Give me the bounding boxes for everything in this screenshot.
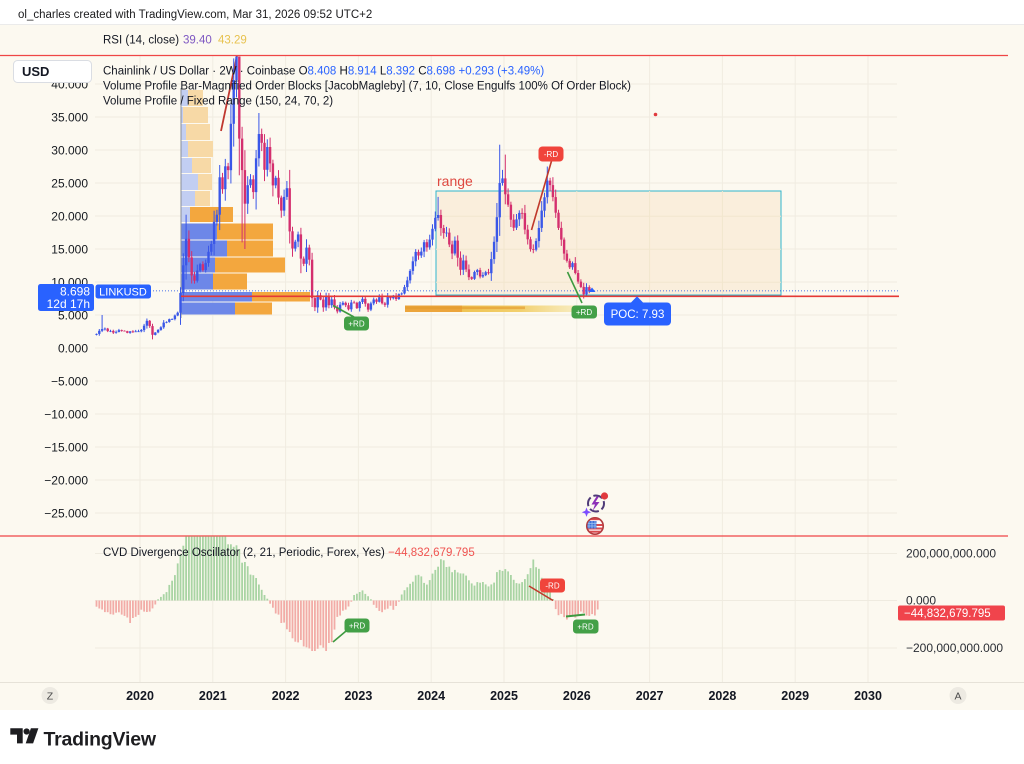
svg-text:8.698: 8.698 xyxy=(60,285,90,299)
svg-text:range: range xyxy=(437,173,473,189)
svg-text:Volume Profile / Fixed Range (: Volume Profile / Fixed Range (150, 24, 7… xyxy=(103,96,333,108)
svg-text:35.000: 35.000 xyxy=(51,111,88,125)
svg-text:2023: 2023 xyxy=(344,689,372,703)
svg-text:200,000,000.000: 200,000,000.000 xyxy=(906,547,996,561)
svg-text:2026: 2026 xyxy=(563,689,591,703)
svg-text:−15.000: −15.000 xyxy=(44,441,88,455)
svg-text:0.000: 0.000 xyxy=(58,342,88,356)
svg-text:2020: 2020 xyxy=(126,689,154,703)
svg-text:2030: 2030 xyxy=(854,689,882,703)
svg-text:POC: 7.93: POC: 7.93 xyxy=(611,309,665,321)
svg-text:2029: 2029 xyxy=(781,689,809,703)
svg-text:LINKUSD: LINKUSD xyxy=(99,287,147,299)
svg-text:43.29: 43.29 xyxy=(218,35,247,47)
svg-text:−44,832,679.795: −44,832,679.795 xyxy=(904,608,991,620)
svg-text:USD: USD xyxy=(22,64,49,79)
svg-text:39.40: 39.40 xyxy=(183,35,212,47)
svg-text:2024: 2024 xyxy=(417,689,445,703)
svg-text:−10.000: −10.000 xyxy=(44,408,88,422)
svg-text:−25.000: −25.000 xyxy=(44,507,88,521)
svg-text:2022: 2022 xyxy=(272,689,300,703)
svg-text:2025: 2025 xyxy=(490,689,518,703)
svg-text:2027: 2027 xyxy=(636,689,664,703)
svg-text:2021: 2021 xyxy=(199,689,227,703)
svg-text:0.000: 0.000 xyxy=(906,594,936,608)
svg-text:RSI (14, close): RSI (14, close) xyxy=(103,35,179,47)
svg-text:+RD: +RD xyxy=(577,623,593,632)
svg-text:+RD: +RD xyxy=(576,308,592,317)
svg-text:Volume Profile Bar-Magnified O: Volume Profile Bar-Magnified Order Block… xyxy=(103,81,631,93)
svg-text:5.000: 5.000 xyxy=(58,309,88,323)
svg-text:−5.000: −5.000 xyxy=(51,375,88,389)
svg-text:A: A xyxy=(954,691,961,703)
svg-text:ol_charles created with Tradin: ol_charles created with TradingView.com,… xyxy=(18,9,372,21)
svg-text:30.000: 30.000 xyxy=(51,144,88,158)
svg-text:TradingView: TradingView xyxy=(44,729,157,751)
svg-text:CVD Divergence Oscillator (2,: CVD Divergence Oscillator (2, 21, Period… xyxy=(103,547,475,559)
svg-text:-RD: -RD xyxy=(545,582,559,591)
svg-text:−20.000: −20.000 xyxy=(44,474,88,488)
svg-text:Z: Z xyxy=(47,691,54,703)
svg-text:−200,000,000.000: −200,000,000.000 xyxy=(906,641,1003,655)
svg-text:+RD: +RD xyxy=(348,320,364,329)
svg-text:15.000: 15.000 xyxy=(51,243,88,257)
svg-text:-RD: -RD xyxy=(544,150,558,159)
svg-text:2028: 2028 xyxy=(708,689,736,703)
svg-text:+RD: +RD xyxy=(349,622,365,631)
svg-text:Chainlink / US Dollar · 2W · C: Chainlink / US Dollar · 2W · Coinbase O8… xyxy=(103,66,544,78)
svg-text:20.000: 20.000 xyxy=(51,210,88,224)
svg-text:25.000: 25.000 xyxy=(51,177,88,191)
svg-text:12d 17h: 12d 17h xyxy=(47,297,90,311)
